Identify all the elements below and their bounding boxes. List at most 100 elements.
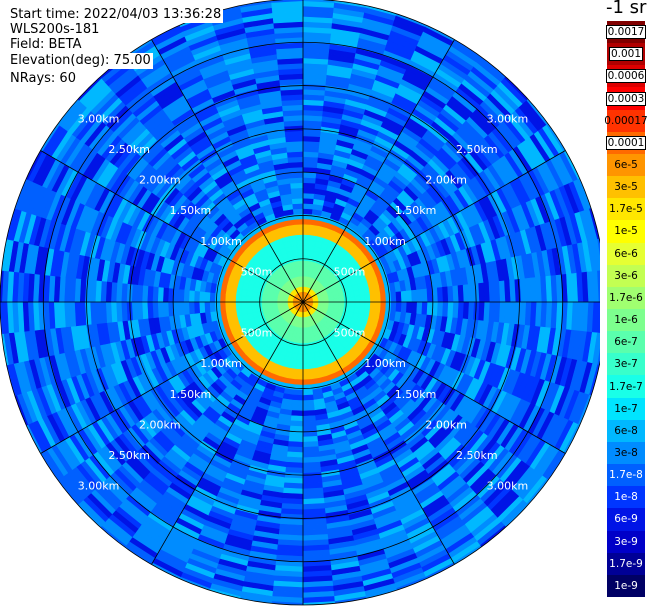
radar-cell	[302, 394, 314, 402]
radar-cell	[302, 213, 313, 220]
colorbar-level-label: 1.7e-6	[609, 291, 643, 304]
radar-cell	[302, 332, 308, 339]
range-ring-label: 3.00km	[487, 112, 529, 125]
colorbar-level-label: 1e-6	[614, 314, 638, 327]
colorbar-level: 0.0006	[605, 65, 647, 88]
colorbar-level-label: 3e-8	[614, 446, 638, 459]
colorbar-level: 6e-8	[607, 419, 645, 442]
radar-cell	[293, 218, 304, 225]
radar-cell	[385, 301, 392, 312]
radar-cell	[296, 239, 304, 246]
colorbar-level-label: 1.7e-5	[609, 203, 643, 216]
colorbar-level-label: 6e-5	[614, 158, 638, 171]
radar-cell	[214, 292, 221, 303]
colorbar-level: 1.7e-7	[607, 375, 645, 398]
colorbar-level-label: 1e-7	[614, 402, 638, 415]
range-ring-label: 1.50km	[395, 204, 437, 217]
range-ring-label: 500m	[241, 265, 273, 278]
radar-cell	[344, 296, 351, 303]
radar-cell	[349, 301, 356, 308]
radar-cell	[250, 296, 257, 303]
colorbar-level-label: 0.0001	[605, 135, 647, 150]
radar-cell	[209, 291, 216, 303]
ppi-plot: 500m 500m 500m 500m 1.00km 1.00km 1.00km 1.00km…	[0, 0, 600, 606]
radar-cell	[302, 415, 316, 422]
colorbar-level-label: 1e-5	[614, 225, 638, 238]
radar-cell	[295, 363, 304, 370]
nrays: NRays: 60	[10, 71, 76, 86]
radar-cell	[302, 322, 307, 329]
radar-cell	[302, 218, 313, 225]
radar-cell	[229, 294, 237, 303]
colorbar-level: 0.0003	[605, 87, 647, 110]
colorbar-level: 3e-7	[607, 353, 645, 376]
radar-cell	[411, 301, 418, 315]
radar-cell	[291, 197, 304, 205]
radar-cell	[354, 301, 361, 309]
radar-cell	[333, 297, 340, 303]
range-ring-label: 2.50km	[456, 449, 498, 462]
range-ring-label: 2.00km	[139, 174, 181, 187]
radar-cell	[395, 301, 403, 313]
radar-cell	[235, 301, 242, 310]
colorbar-level: 1.7e-8	[607, 464, 645, 487]
radar-cell	[349, 296, 356, 303]
radar-cell	[203, 291, 211, 303]
radar-cell	[219, 292, 226, 303]
range-ring-label: 500m	[334, 265, 366, 278]
range-ring-label: 1.00km	[200, 357, 242, 370]
range-ring-label: 1.00km	[364, 357, 406, 370]
colorbar-level: 1.7e-9	[607, 552, 645, 575]
radar-cell	[302, 234, 311, 241]
radar-cell	[338, 297, 345, 303]
radar-cell	[302, 182, 316, 189]
radar-cell	[302, 239, 310, 246]
radar-cell	[299, 275, 304, 282]
radar-cell	[385, 292, 392, 303]
range-ring-label: 2.50km	[108, 143, 150, 156]
radar-cell	[292, 394, 304, 402]
radar-cell	[354, 295, 361, 303]
radar-cell	[302, 249, 309, 256]
instrument-name: WLS200s-181	[10, 22, 102, 38]
colorbar-level-label: 1.7e-7	[609, 380, 643, 393]
colorbar-level-label: 0.00017	[604, 114, 647, 127]
radar-cell	[193, 301, 200, 314]
radar-cell	[198, 301, 206, 314]
radar-cell	[302, 337, 308, 344]
radar-cell	[266, 301, 273, 307]
radar-cell	[328, 298, 335, 303]
radar-cell	[188, 289, 195, 303]
colorbar-level: 1e-7	[607, 397, 645, 420]
range-ring-label: 500m	[241, 327, 273, 340]
radar-cell	[198, 290, 206, 303]
radar-cell	[291, 399, 304, 407]
range-ring-label: 2.00km	[425, 174, 467, 187]
radar-cell	[245, 301, 252, 309]
colorbar-level-label: 1.7e-9	[609, 557, 643, 570]
colorbar-level-label: 0.0006	[605, 69, 647, 84]
radar-cell	[291, 192, 304, 199]
colorbar-level: 0.001	[607, 43, 645, 66]
range-ring-label: 500m	[334, 327, 366, 340]
radar-cell	[364, 301, 371, 310]
range-ring-label: 3.00km	[78, 480, 120, 493]
range-ring-label: 1.50km	[170, 204, 212, 217]
radar-cell	[235, 294, 242, 303]
radar-cell	[183, 301, 190, 315]
radar-cell	[302, 187, 316, 194]
radar-cell	[297, 254, 304, 261]
colorbar: 0.0017 0.001 0.0006 0.0003 0.00017 0.0001 6e-5…	[600, 0, 647, 607]
radar-cell	[302, 197, 315, 205]
radar-cell	[302, 410, 316, 417]
radar-cells	[0, 0, 600, 605]
radar-cell	[297, 348, 304, 355]
radar-cell	[292, 208, 304, 215]
colorbar-level-label: 6e-6	[614, 247, 638, 260]
radar-cell	[224, 301, 231, 311]
radar-cell	[302, 0, 336, 3]
radar-cell	[296, 358, 304, 365]
radar-cell	[416, 301, 423, 315]
radar-cell	[400, 301, 408, 314]
colorbar-level: 0.00017	[604, 109, 647, 132]
